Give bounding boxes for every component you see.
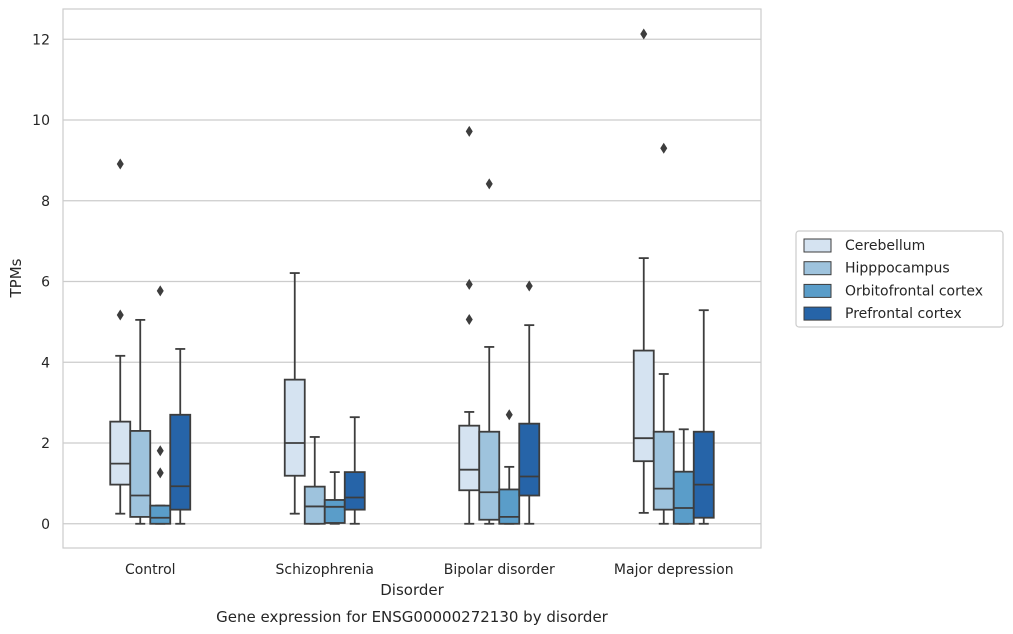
box-body [303, 485, 326, 525]
series-cerebellum [109, 28, 655, 525]
outlier-point [156, 445, 164, 457]
x-tick-label: Major depression [614, 562, 734, 578]
legend-label: Prefrontal cortex [845, 306, 962, 322]
x-tick-label: Control [125, 562, 176, 578]
box-body [518, 422, 541, 497]
box [652, 142, 675, 525]
outlier-point [525, 280, 533, 292]
legend-label: Cerebellum [845, 238, 925, 254]
y-tick-label: 0 [41, 517, 50, 533]
box [303, 436, 326, 525]
y-tick-labels: 0 2 4 6 8 10 12 [32, 32, 50, 532]
box-body [169, 413, 192, 511]
box-body [343, 471, 366, 511]
y-tick-label: 12 [32, 32, 50, 48]
box-series [109, 28, 715, 525]
box [632, 28, 655, 514]
outlier-point [640, 28, 648, 40]
outlier-point [156, 467, 164, 479]
box-body [129, 430, 152, 518]
box [169, 348, 192, 525]
box [129, 318, 152, 525]
box [692, 309, 715, 525]
box [518, 280, 541, 525]
legend-swatch [803, 238, 832, 253]
outlier-point [116, 158, 124, 170]
x-tick-label: Bipolar disorder [444, 562, 555, 578]
outlier-point [465, 278, 473, 290]
box [283, 272, 306, 515]
box [498, 409, 521, 525]
box [323, 471, 346, 525]
box-body [109, 420, 132, 486]
x-tick-label: Schizophrenia [276, 562, 374, 578]
box-body [458, 424, 481, 492]
chart-title: Gene expression for ENSG00000272130 by d… [216, 608, 609, 626]
legend-swatch [803, 261, 832, 276]
x-tick-labels: Control Schizophrenia Bipolar disorder Majo… [125, 562, 734, 578]
box-body [672, 470, 695, 525]
box [478, 178, 501, 525]
box [458, 125, 481, 525]
y-tick-label: 6 [41, 275, 50, 291]
box-body [478, 430, 501, 521]
box-body [652, 430, 675, 511]
box-body [149, 504, 172, 525]
outlier-point [465, 125, 473, 137]
box-body [632, 349, 655, 463]
outlier-point [116, 309, 124, 321]
series-prefrontal-cortex [169, 280, 715, 525]
box [343, 416, 366, 525]
box-body [498, 488, 521, 525]
outlier-point [485, 178, 493, 190]
outlier-point [156, 285, 164, 297]
legend-frame [795, 230, 1004, 328]
plot-area-frame [62, 8, 762, 549]
outlier-point [465, 313, 473, 325]
box [109, 158, 132, 515]
legend-swatch [803, 283, 832, 298]
box-body [692, 430, 715, 519]
legend-label: Orbitofrontal cortex [845, 283, 983, 299]
box-body [323, 499, 346, 524]
y-tick-label: 4 [41, 355, 50, 371]
box [149, 285, 172, 525]
legend-swatch [803, 306, 832, 321]
y-tick-label: 8 [41, 194, 50, 210]
outlier-point [505, 409, 513, 421]
x-axis-title: Disorder [380, 581, 444, 599]
y-tick-label: 10 [32, 113, 50, 129]
y-axis-title: TPMs [7, 258, 25, 298]
outlier-point [660, 142, 668, 154]
legend-label: Hipppocampus [845, 261, 950, 277]
series-hipppocampus [129, 142, 675, 525]
box-body [283, 378, 306, 477]
legend: Cerebellum Hipppocampus Orbitofrontal cort… [795, 230, 1004, 328]
y-tick-label: 2 [41, 436, 50, 452]
